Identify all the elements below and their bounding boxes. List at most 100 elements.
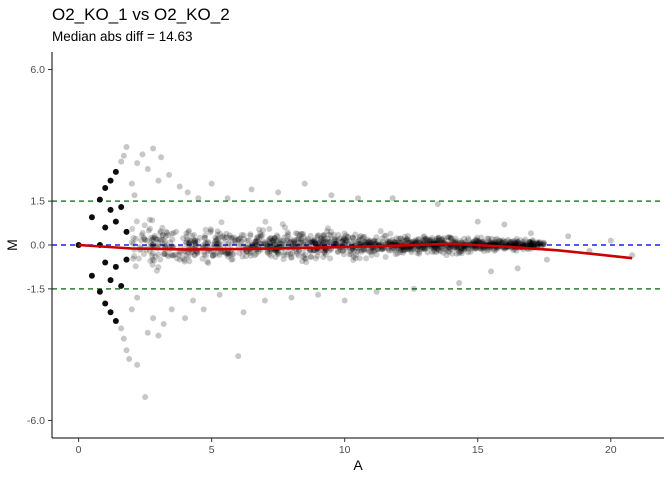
cloud-point: [333, 240, 339, 247]
cloud-point: [441, 237, 448, 244]
scatter-point: [134, 160, 141, 167]
cloud-point: [151, 232, 158, 239]
cloud-point: [294, 250, 300, 257]
cloud-point: [339, 248, 346, 255]
cloud-point: [216, 252, 223, 258]
cloud-point: [333, 241, 340, 248]
cloud-point: [395, 239, 402, 246]
scatter-point: [158, 154, 165, 161]
cloud-point: [341, 230, 348, 237]
cloud-point: [297, 239, 304, 246]
cloud-point: [513, 240, 520, 246]
cloud-point: [455, 250, 462, 257]
cloud-point: [426, 238, 433, 245]
cloud-point: [398, 235, 405, 242]
cloud-point: [320, 247, 327, 254]
cloud-point: [326, 247, 333, 254]
cloud-point: [248, 241, 255, 248]
cloud-point: [157, 256, 164, 263]
cloud-point: [162, 233, 169, 240]
cloud-point: [528, 242, 535, 249]
cloud-point: [458, 246, 465, 253]
cloud-point: [252, 239, 259, 246]
cloud-point: [451, 244, 458, 251]
cloud-point: [294, 230, 301, 237]
scatter-point: [434, 201, 441, 208]
cloud-point: [315, 240, 322, 247]
cloud-point: [293, 236, 300, 243]
cloud-point: [472, 245, 479, 252]
cloud-point: [526, 242, 533, 248]
cloud-point: [408, 239, 415, 246]
cloud-point: [253, 242, 260, 249]
cloud-point: [300, 239, 306, 246]
cloud-point: [422, 235, 429, 242]
cloud-point: [179, 255, 186, 261]
cloud-point: [196, 234, 203, 241]
cloud-point: [208, 227, 214, 234]
cloud-point: [445, 234, 452, 241]
cloud-point: [397, 249, 404, 256]
cloud-point: [520, 240, 527, 247]
cloud-point: [514, 238, 521, 245]
scatter-point-solid: [102, 224, 109, 231]
cloud-point: [488, 239, 495, 246]
cloud-point: [438, 236, 445, 243]
cloud-point: [374, 246, 381, 253]
cloud-point: [240, 232, 247, 239]
cloud-point: [415, 236, 422, 243]
cloud-point: [244, 237, 251, 244]
cloud-point: [223, 230, 230, 237]
cloud-point: [180, 235, 186, 242]
cloud-point: [404, 246, 411, 253]
cloud-point: [320, 233, 327, 240]
cloud-point: [403, 235, 410, 242]
cloud-point: [401, 233, 408, 240]
cloud-point: [190, 237, 197, 244]
cloud-point: [435, 237, 442, 244]
cloud-point: [192, 242, 199, 249]
cloud-point: [253, 234, 260, 241]
cloud-point: [270, 237, 277, 244]
cloud-point: [526, 238, 533, 245]
cloud-point: [457, 238, 464, 244]
cloud-point: [141, 222, 148, 229]
cloud-point: [309, 237, 316, 244]
cloud-point: [478, 239, 485, 245]
cloud-point: [445, 248, 452, 255]
cloud-point: [354, 238, 361, 245]
cloud-point: [151, 234, 158, 241]
cloud-point: [228, 234, 235, 241]
cloud-point: [538, 242, 545, 249]
cloud-point: [167, 239, 174, 246]
cloud-point: [534, 240, 541, 247]
cloud-point: [132, 235, 139, 242]
scatter-point: [144, 329, 151, 336]
cloud-point: [515, 241, 522, 248]
cloud-point: [522, 241, 529, 248]
cloud-point: [498, 239, 505, 246]
cloud-point: [332, 236, 338, 243]
scatter-point: [543, 256, 550, 263]
cloud-point: [428, 238, 435, 245]
cloud-point: [431, 248, 438, 255]
cloud-point: [335, 236, 342, 243]
cloud-point: [283, 237, 290, 244]
cloud-point: [327, 255, 334, 262]
cloud-point: [231, 234, 238, 241]
cloud-point: [535, 239, 542, 246]
scatter-point: [176, 183, 183, 190]
cloud-point: [401, 247, 407, 254]
cloud-point: [324, 240, 331, 246]
points-layer: [75, 144, 636, 401]
cloud-point: [200, 242, 207, 249]
cloud-point: [158, 237, 165, 244]
cloud-point: [311, 237, 318, 244]
cloud-point: [271, 235, 278, 242]
cloud-point: [172, 251, 179, 258]
cloud-point: [251, 238, 258, 245]
cloud-point: [397, 235, 404, 242]
cloud-point: [446, 244, 453, 251]
cloud-point: [484, 235, 491, 242]
scatter-point-solid: [112, 218, 119, 225]
